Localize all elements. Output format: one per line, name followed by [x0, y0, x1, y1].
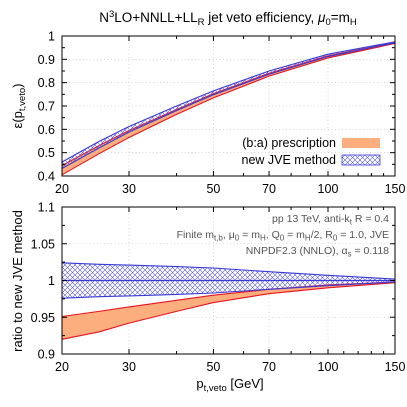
title-mu: μ [317, 10, 326, 25]
legend-swatch-jve [341, 154, 381, 166]
top-jve-band [62, 41, 395, 169]
title-sup: 3 [109, 9, 114, 20]
annotation-line: pp 13 TeV, anti-kt R = 0.4 [272, 213, 389, 227]
annotation-text: , Q [266, 229, 280, 241]
bottom-x-tick-label: 70 [262, 360, 276, 374]
top-prescription-lower-edge [62, 42, 395, 176]
annotation-text: = m [239, 229, 260, 241]
annotation-text: NNPDF2.3 (NNLO), α [246, 245, 348, 257]
bottom-x-tick-label: 20 [55, 360, 69, 374]
legend-swatch-prescription [342, 138, 380, 148]
top-x-tick-label: 30 [122, 182, 136, 196]
annotation-text: , μ [223, 229, 235, 241]
bottom-x-tick-label: 150 [385, 360, 406, 374]
top-y-tick-label: 0.5 [38, 146, 55, 160]
top-ylabel-close: ) [10, 84, 25, 88]
annotation-subscript: H [260, 234, 266, 243]
annotation-subscript: s [348, 250, 352, 259]
top-y-tick-label: 1 [48, 30, 55, 44]
title-sub: R [198, 17, 205, 28]
xlabel-sub: t,veto [204, 383, 227, 394]
bottom-y-tick-label: 1.05 [31, 237, 55, 251]
top-x-tick-label: 50 [206, 182, 220, 196]
top-jve-upper-edge [62, 41, 395, 163]
bottom-y-tick-label: 1 [48, 274, 55, 288]
bottom-y-axis-title: ratio to new JVE method [10, 210, 25, 352]
chart-title: N3LO+NNLL+LLR jet veto efficiency, μ0=mH [99, 9, 357, 28]
top-y-tick-label: 0.9 [38, 53, 55, 67]
top-y-tick-label: 0.4 [38, 170, 55, 184]
xlabel-base: p [196, 376, 203, 391]
bottom-panel-x-tick-labels: 20 30 50 70 100 150 [55, 360, 405, 374]
legend-label-jve: new JVE method [242, 153, 337, 167]
top-x-tick-label: 20 [55, 182, 69, 196]
bottom-x-tick-label: 30 [122, 360, 136, 374]
xlabel-unit: [GeV] [227, 376, 264, 391]
top-y-axis-title: ε(pt,veto) [10, 84, 28, 129]
bottom-panel-y-tick-labels: 0.9 0.95 1 1.05 1.1 [31, 201, 55, 362]
annotation-subscript: t [350, 218, 353, 227]
top-x-tick-label: 70 [262, 182, 276, 196]
bottom-y-tick-label: 0.9 [38, 348, 55, 362]
title-mid: LO+NNLL+LL [114, 10, 198, 25]
annotation-subscript: t,b [214, 234, 223, 243]
top-ylabel-base: ε(p [10, 111, 25, 128]
annotation-text: = m [284, 229, 305, 241]
title-eq-sub: H [350, 17, 357, 28]
bottom-prescription-band [62, 281, 395, 340]
annotation-subscript: 0 [280, 234, 285, 243]
top-jve-lower-edge [62, 42, 395, 170]
top-panel-x-tick-labels: 20 30 50 70 100 150 [55, 182, 405, 196]
top-panel-grid [62, 36, 395, 176]
title-pre: N [99, 10, 109, 25]
annotation-text: R = 0.4 [352, 213, 389, 225]
bottom-panel-bands [62, 262, 395, 340]
annotation-text: = 1.0, JVE [337, 229, 389, 241]
annotation-line: Finite mt,b, μ0 = mH, Q0 = mH/2, R0 = 1.… [177, 229, 389, 243]
annotation-line: NNPDF2.3 (NNLO), αs = 0.118 [246, 245, 389, 259]
bottom-prescription-lower-edge [62, 282, 395, 340]
bottom-jve-upper-edge [62, 262, 395, 280]
legend: (b:a) prescription new JVE method [242, 136, 381, 167]
top-panel-ticks [61, 35, 396, 177]
title-post: jet veto efficiency, [204, 10, 318, 25]
title-mu-sub: 0 [325, 17, 330, 28]
annotation-subscript: 0 [235, 234, 240, 243]
annotation-subscript: H [305, 234, 311, 243]
annotation-text: = 0.118 [352, 245, 390, 257]
top-y-tick-label: 0.8 [38, 76, 55, 90]
top-ylabel-sub: t,veto [17, 88, 28, 111]
bottom-jve-lower-edge [62, 281, 395, 299]
top-y-tick-label: 0.7 [38, 100, 55, 114]
annotations: pp 13 TeV, anti-kt R = 0.4 Finite mt,b, μ… [177, 213, 390, 259]
legend-label-prescription: (b:a) prescription [242, 136, 336, 150]
top-x-tick-label: 100 [318, 182, 339, 196]
bottom-y-tick-label: 1.1 [38, 201, 55, 215]
annotation-text: pp 13 TeV, anti-k [272, 213, 350, 225]
x-axis-title: pt,veto [GeV] [196, 376, 263, 394]
bottom-x-tick-label: 50 [206, 360, 220, 374]
top-x-tick-label: 150 [385, 182, 406, 196]
annotation-subscript: 0 [333, 234, 338, 243]
annotation-text: Finite m [177, 229, 215, 241]
bottom-y-tick-label: 0.95 [31, 311, 55, 325]
annotation-text: /2, R [311, 229, 334, 241]
bottom-panel-ticks [61, 206, 396, 355]
bottom-x-tick-label: 100 [318, 360, 339, 374]
top-panel-bands [62, 41, 395, 176]
title-eq: =m [331, 10, 350, 25]
top-y-tick-label: 0.6 [38, 123, 55, 137]
top-panel-y-tick-labels: 0.4 0.5 0.6 0.7 0.8 0.9 1 [38, 30, 55, 184]
